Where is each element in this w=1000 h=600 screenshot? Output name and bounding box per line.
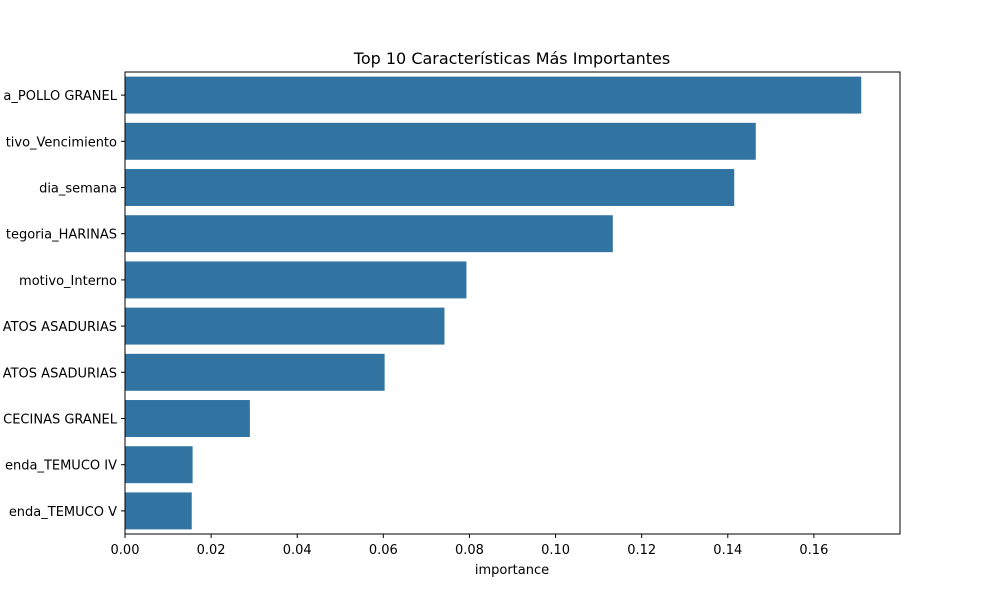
bar-1 (125, 76, 862, 114)
bar-5 (125, 261, 467, 299)
x-tick-label: 0.00 (111, 543, 140, 558)
bar-8 (125, 400, 250, 437)
bar-4 (125, 215, 613, 253)
bar-6 (125, 307, 445, 345)
x-tick-label: 0.16 (799, 543, 828, 558)
y-tick-label: motivo_Interno (19, 274, 117, 289)
x-axis-ticks: 0.00 0.02 0.04 0.06 0.08 0.10 0.12 0.14 0.16 (111, 534, 828, 558)
x-tick-label: 0.02 (197, 543, 226, 558)
chart-title: Top 10 Características Más Importantes (353, 49, 670, 68)
x-tick-label: 0.14 (713, 543, 742, 558)
y-tick-label: enda_TEMUCO IV (5, 459, 117, 474)
y-tick-label: tivo_Vencimiento (6, 135, 117, 150)
x-axis-label: importance (475, 563, 549, 578)
x-tick-label: 0.04 (283, 543, 312, 558)
y-tick-label: ATOS ASADURIAS (3, 320, 117, 335)
x-tick-label: 0.08 (455, 543, 484, 558)
bar-2 (125, 122, 756, 160)
y-tick-label: dia_semana (39, 182, 117, 197)
bar-9 (125, 446, 193, 484)
x-tick-label: 0.06 (369, 543, 398, 558)
y-tick-label: a_POLLO GRANEL (3, 89, 117, 104)
bar-10 (125, 492, 192, 530)
x-tick-label: 0.12 (627, 543, 656, 558)
y-axis-ticks: a_POLLO GRANEL tivo_Vencimiento dia_semana… (3, 89, 125, 520)
plot-frame (124, 71, 901, 535)
y-tick-label: CECINAS GRANEL (3, 413, 118, 428)
bars-group (125, 76, 862, 530)
y-tick-label: ATOS ASADURIAS (3, 366, 117, 381)
y-tick-label: tegoria_HARINAS (6, 228, 117, 243)
bar-7 (125, 353, 385, 391)
y-tick-label: enda_TEMUCO V (9, 505, 117, 520)
bar-3 (125, 169, 735, 206)
x-tick-label: 0.10 (541, 543, 570, 558)
